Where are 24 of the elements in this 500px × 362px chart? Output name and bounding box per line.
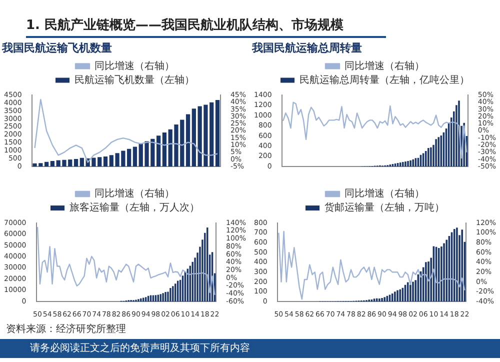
legend-label: 民航运输飞机数量（左轴） bbox=[74, 74, 194, 86]
legend-label: 旅客运输量（左轴，万人次） bbox=[70, 202, 200, 214]
text: 资料来源：经济研究所整理 bbox=[5, 322, 127, 337]
bar bbox=[80, 158, 84, 167]
legend-label: 同比增速（右轴） bbox=[94, 188, 174, 200]
bar bbox=[74, 158, 78, 167]
legend-label: 货邮运输量（左轴，万吨） bbox=[324, 202, 444, 214]
bar bbox=[44, 162, 49, 167]
chart-title: 我国民航运输飞机数量 bbox=[1, 41, 112, 54]
legend-label: 同比增速（右轴） bbox=[94, 60, 174, 72]
bar bbox=[103, 156, 108, 167]
text: 请务必阅读正文之后的免责声明及其项下所有内容 bbox=[0, 339, 500, 358]
bar bbox=[215, 100, 220, 167]
bar bbox=[162, 132, 167, 167]
bar bbox=[127, 148, 132, 167]
bar bbox=[156, 136, 161, 167]
text: 1. 民航产业链概览——我国民航业机队结构、市场规模 bbox=[26, 16, 386, 38]
chart-title: 我国民航运输总周转量 bbox=[251, 41, 362, 54]
bar bbox=[50, 161, 55, 167]
bar bbox=[186, 114, 190, 167]
bar bbox=[132, 146, 138, 167]
legend-label: 同比增速（右轴） bbox=[344, 188, 424, 200]
legend-label: 民航运输总周转量（左轴，亿吨公里） bbox=[300, 74, 470, 86]
legend-label: 同比增速（右轴） bbox=[344, 60, 424, 72]
